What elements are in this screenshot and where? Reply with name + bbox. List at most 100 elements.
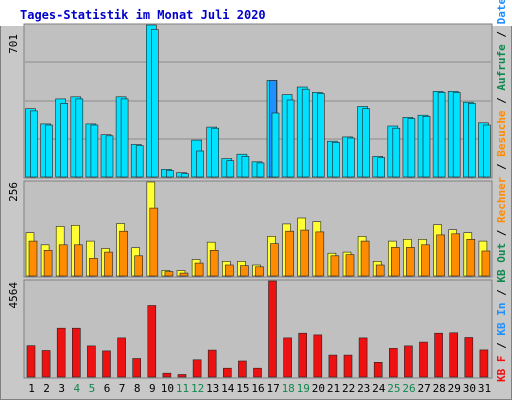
kbf-bar <box>479 349 489 378</box>
bottom-ymax-label: 4564 <box>7 282 20 309</box>
right-legend-part: KB Out <box>495 236 508 289</box>
day-label: 16 <box>251 382 264 395</box>
aufrufe-bar <box>226 160 235 178</box>
right-legend-part: Rechner <box>495 170 508 230</box>
aufrufe-bar <box>105 135 114 178</box>
aufrufe-bar <box>75 98 84 178</box>
aufrufe-bar <box>151 29 159 178</box>
rechner-bar <box>28 240 38 277</box>
aufrufe-bar <box>286 99 295 178</box>
aufrufe-bar <box>120 98 129 178</box>
rechner-bar <box>436 234 445 277</box>
day-label: 5 <box>89 382 96 395</box>
kbf-bar <box>147 305 157 378</box>
aufrufe-bar <box>196 150 204 178</box>
rechner-bar <box>58 244 68 277</box>
aufrufe-bar <box>166 170 174 178</box>
kbf-bar <box>464 337 474 378</box>
aufrufe-bar <box>211 127 219 178</box>
day-label: 15 <box>236 382 249 395</box>
top-ymax-label: 701 <box>7 34 20 54</box>
day-label: 12 <box>191 382 204 395</box>
day-label: 11 <box>176 382 189 395</box>
aufrufe-bar <box>437 92 446 178</box>
aufrufe-bar <box>377 157 386 178</box>
day-label: 28 <box>433 382 446 395</box>
aufrufe-bar <box>256 162 265 178</box>
day-label: 4 <box>73 382 80 395</box>
day-label: 23 <box>357 382 370 395</box>
day-label: 8 <box>134 382 141 395</box>
rechner-bar <box>270 243 279 277</box>
rechner-bar <box>255 266 264 277</box>
day-label: 25 <box>387 382 400 395</box>
rechner-bar <box>43 250 53 277</box>
kbf-bar <box>298 332 308 378</box>
kbf-bar <box>358 337 368 378</box>
aufrufe-bar <box>362 108 370 178</box>
rechner-bar <box>104 251 113 277</box>
aufrufe-bar <box>135 145 144 178</box>
rechner-bar <box>134 255 143 277</box>
rechner-bar <box>225 264 234 277</box>
rechner-bar <box>315 231 325 277</box>
kbf-bar <box>238 360 247 378</box>
rechner-bar <box>74 244 83 277</box>
kbf-bar <box>253 367 262 378</box>
aufrufe-bar <box>452 92 461 178</box>
right-legend-part: Dateien <box>495 0 508 31</box>
day-label: 27 <box>417 382 430 395</box>
right-legend-part: / <box>495 163 508 170</box>
aufrufe-bar <box>483 124 491 178</box>
kbf-bar <box>419 341 428 378</box>
right-legend-part: / <box>495 342 508 349</box>
rechner-bar <box>179 272 189 277</box>
rechner-bar <box>285 230 294 277</box>
rechner-bar <box>360 240 370 277</box>
kbf-bar <box>434 332 443 378</box>
rechner-bar <box>164 271 174 277</box>
kbf-bar <box>207 349 217 378</box>
kbf-bar <box>132 358 141 378</box>
kbf-bar <box>41 350 51 378</box>
day-label: 14 <box>221 382 235 395</box>
aufrufe-bar <box>271 112 280 178</box>
middle-ymax-label: 256 <box>7 182 20 202</box>
aufrufe-bar <box>90 124 99 178</box>
rechner-bar <box>451 233 461 277</box>
day-label: 19 <box>297 382 310 395</box>
rechner-bar <box>119 230 128 277</box>
rechner-bar <box>345 254 355 277</box>
day-label: 24 <box>372 382 386 395</box>
kbf-bar <box>268 280 277 378</box>
aufrufe-bar <box>45 124 53 178</box>
rechner-bar <box>421 244 430 277</box>
day-label: 30 <box>463 382 476 395</box>
kbf-bar <box>404 345 413 378</box>
kbf-bar <box>72 327 81 378</box>
day-label: 21 <box>327 382 340 395</box>
kbf-bar <box>313 334 323 378</box>
aufrufe-bar <box>316 93 325 178</box>
right-legend-part: / <box>495 289 508 296</box>
aufrufe-bar <box>30 110 38 178</box>
rechner-bar <box>406 247 415 277</box>
aufrufe-bar <box>60 103 69 178</box>
rechner-bar <box>330 255 340 277</box>
rechner-bar <box>481 250 491 277</box>
kbf-bar <box>102 350 111 378</box>
right-legend: KB F / KB In / KB Out / Rechner / Besuch… <box>495 0 508 382</box>
kbf-bar <box>56 327 66 378</box>
day-label: 29 <box>448 382 461 395</box>
right-legend-part: Besuche <box>495 104 508 164</box>
kbf-bar <box>26 345 36 378</box>
kbf-bar <box>223 367 232 378</box>
kbf-bar <box>343 354 353 378</box>
kbf-bar <box>449 332 459 378</box>
kbf-bar <box>388 348 398 378</box>
right-legend-part: / <box>495 229 508 236</box>
aufrufe-bar <box>332 142 340 178</box>
day-label: 10 <box>161 382 174 395</box>
